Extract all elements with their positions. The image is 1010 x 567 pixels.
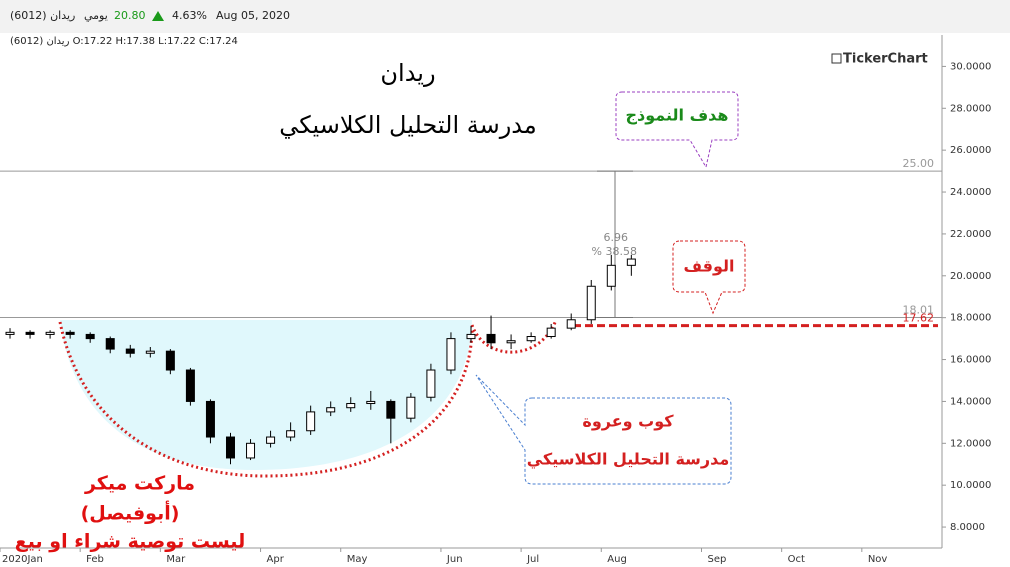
brand-icon [831,53,842,64]
y-tick-label: 30.0000 [950,61,991,72]
chart-subtitle: مدرسة التحليل الكلاسيكي [279,111,537,139]
callout-text: هدف النموذج [625,106,728,125]
measure-change: 6.96 [604,231,629,244]
cup-fill [60,320,472,470]
x-tick-label: Aug [607,554,627,565]
y-tick-label: 8.0000 [950,522,985,533]
date: Aug 05, 2020 [216,9,290,22]
level-label: 25.00 [903,157,935,170]
up-arrow [152,11,164,21]
candle-body [25,331,35,335]
candle-body [426,369,436,398]
candle-body [105,338,115,350]
candle-body [606,264,616,287]
candle-body [246,442,256,459]
y-tick-label: 18.0000 [950,313,991,324]
candle-body [486,333,496,344]
candle-body [566,319,576,329]
period: يومي [84,9,108,22]
header-bar [0,0,1010,33]
handle-arc [470,319,558,354]
candle-body [266,436,276,444]
y-tick-label: 10.0000 [950,480,991,491]
cup-callout [475,374,732,485]
callout-text: الوقف [683,257,734,276]
level-label: 17.62 [903,312,935,325]
y-tick-label: 12.0000 [950,438,991,449]
measure-percent: % 38.58 [592,245,637,258]
x-tick-label: Jun [446,554,463,565]
x-tick-label: Nov [868,554,888,565]
stop-callout [672,240,746,315]
candle-body [45,331,55,335]
y-tick-label: 22.0000 [950,229,991,240]
disclaimer: ليست توصية شراء او بيع [15,531,245,553]
candle-body [346,403,356,409]
y-tick-label: 28.0000 [950,103,991,114]
candle-body [125,348,135,354]
candle-body [205,400,215,438]
candle-body [446,338,456,371]
candle-body [286,430,296,438]
candle-body [185,369,195,402]
candle-body [366,400,376,405]
y-tick-label: 20.0000 [950,271,991,282]
candle-body [225,436,235,459]
change: 4.63% [172,9,207,22]
candle-body [406,396,416,419]
x-tick-label: Mar [166,554,186,565]
candle-body [386,400,396,419]
candle-body [306,411,316,432]
ohlc-label: ريدان (6012) O:17.22 H:17.38 L:17.22 C:1… [10,36,238,47]
candle-body [506,340,516,344]
candle-body [526,336,536,342]
candle-body [145,350,155,354]
disclaimer: ماركت ميكر [84,473,195,495]
y-tick-label: 24.0000 [950,187,991,198]
target-callout [615,91,739,169]
y-tick-label: 26.0000 [950,145,991,156]
candle-body [466,333,476,340]
x-tick-label: Oct [788,554,805,565]
callout-text: مدرسة التحليل الكلاسيكي [527,450,730,470]
candle-body [326,407,336,413]
symbol: ريدان (6012) [10,9,75,22]
candle-body [65,331,75,335]
candle-body [586,285,596,321]
x-tick-label: Sep [707,554,726,565]
candle-body [5,331,15,335]
candle-body [546,327,556,338]
x-tick-label: Feb [86,554,104,565]
x-tick-label: Jul [526,554,539,565]
disclaimer: (أبوفيصل) [81,501,180,525]
x-tick-label: Apr [267,554,285,565]
x-tick-label: 2020Jan [2,554,43,565]
candle-body [85,333,95,340]
x-tick-label: May [347,554,368,565]
callout-text: كوب وعروة [582,412,674,431]
level-label: 18.01 [903,303,935,316]
candle-body [165,350,175,371]
y-tick-label: 14.0000 [950,396,991,407]
price: 20.80 [114,9,146,22]
brand: TickerChart [843,52,928,67]
chart-title: ريدان [380,59,435,87]
y-tick-label: 16.0000 [950,355,991,366]
candle-body [626,258,636,266]
